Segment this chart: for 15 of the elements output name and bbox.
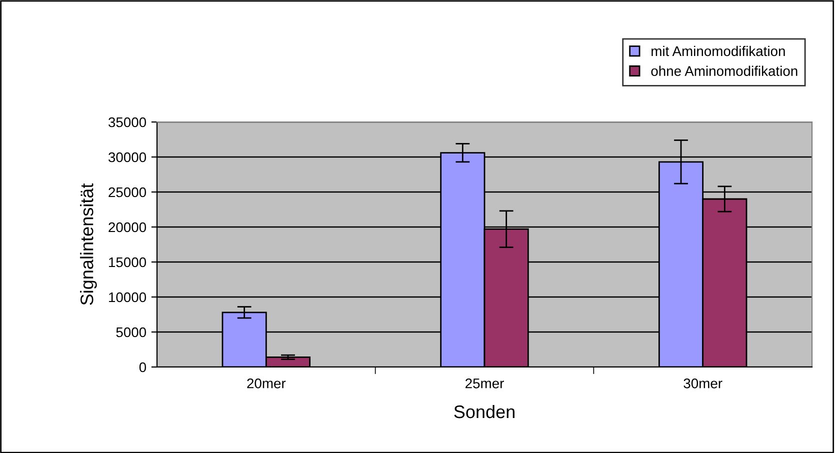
- y-tick-label: 20000: [108, 222, 146, 232]
- x-tick-label: 25mer: [466, 378, 504, 388]
- y-tick-label: 5000: [116, 327, 146, 338]
- legend-label: mit Aminomodifikation: [652, 46, 785, 56]
- y-tick-label: 35000: [108, 117, 146, 128]
- x-axis-title: Sonden: [454, 404, 514, 418]
- y-axis-title: Signalintensität: [80, 183, 97, 305]
- y-tick-label: 10000: [109, 292, 146, 302]
- x-tick-label: 30mer: [684, 378, 722, 388]
- y-tick-label: 30000: [108, 152, 146, 162]
- y-tick-label: 0: [139, 362, 146, 372]
- y-tick-label: 15000: [109, 257, 146, 268]
- y-tick-label: 25000: [108, 187, 146, 198]
- legend-label: ohne Aminomodifikation: [651, 66, 798, 76]
- x-tick-label: 20mer: [247, 378, 286, 388]
